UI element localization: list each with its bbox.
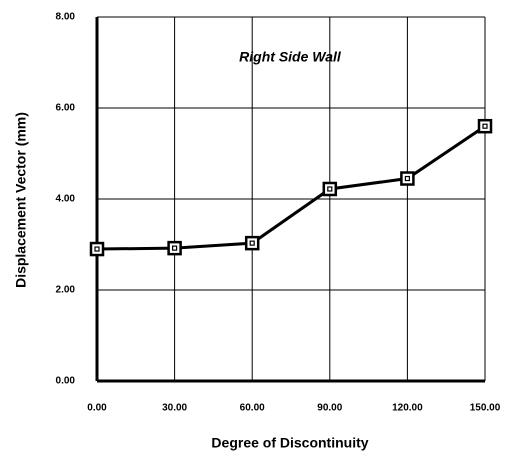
y-tick-label: 0.00 bbox=[56, 376, 76, 387]
y-tick-label: 8.00 bbox=[56, 12, 76, 23]
annotation: Right Side Wall bbox=[239, 49, 342, 65]
y-tick-label: 2.00 bbox=[56, 285, 76, 296]
y-tick-label: 4.00 bbox=[56, 194, 76, 205]
marker bbox=[322, 181, 338, 197]
y-axis-label: Displacement Vector (mm) bbox=[13, 112, 29, 288]
marker bbox=[167, 240, 182, 256]
marker bbox=[89, 241, 105, 257]
x-axis-label: Degree of Discontinuity bbox=[211, 435, 368, 451]
marker-inner bbox=[172, 245, 178, 251]
x-tick-label: 0.00 bbox=[87, 403, 107, 414]
x-tick-label: 150.00 bbox=[470, 403, 501, 414]
marker-inner bbox=[249, 240, 255, 246]
x-tick-label: 120.00 bbox=[392, 403, 423, 414]
y-tick-label: 6.00 bbox=[56, 103, 76, 114]
x-tick-label: 30.00 bbox=[162, 403, 187, 414]
marker-inner bbox=[327, 186, 333, 192]
marker-inner bbox=[482, 123, 488, 129]
marker bbox=[400, 171, 415, 186]
marker bbox=[477, 118, 493, 134]
marker-inner bbox=[404, 175, 410, 182]
marker bbox=[244, 235, 260, 251]
x-tick-label: 90.00 bbox=[317, 403, 342, 414]
marker-inner bbox=[94, 246, 100, 252]
data-line bbox=[96, 124, 486, 251]
x-tick-label: 60.00 bbox=[240, 403, 265, 414]
